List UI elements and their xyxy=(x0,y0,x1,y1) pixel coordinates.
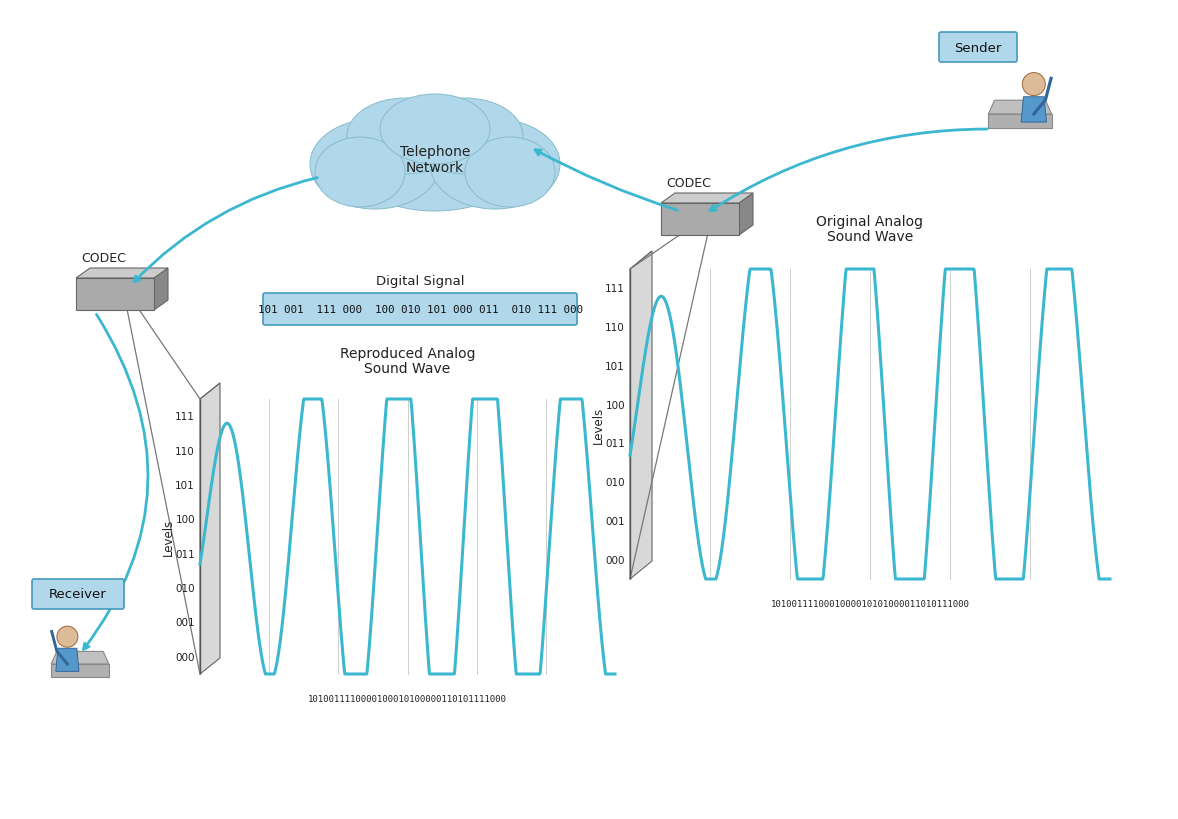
Text: Levels: Levels xyxy=(161,518,174,555)
Text: 010: 010 xyxy=(605,477,626,487)
Ellipse shape xyxy=(408,99,523,174)
Text: 111: 111 xyxy=(176,412,196,422)
Text: 011: 011 xyxy=(605,439,626,449)
Text: 110: 110 xyxy=(176,446,196,456)
Ellipse shape xyxy=(465,138,555,208)
Ellipse shape xyxy=(345,108,525,212)
Text: 1010011110000100010100000110101111000: 1010011110000100010100000110101111000 xyxy=(309,695,507,704)
Polygon shape xyxy=(154,269,168,310)
Text: 001: 001 xyxy=(176,618,196,627)
Circle shape xyxy=(1023,74,1045,97)
Text: Telephone
Network: Telephone Network xyxy=(399,145,470,175)
Text: CODEC: CODEC xyxy=(81,251,126,265)
Text: 101: 101 xyxy=(605,361,626,372)
Text: 100: 100 xyxy=(605,400,626,410)
Text: Sound Wave: Sound Wave xyxy=(827,229,913,244)
Ellipse shape xyxy=(310,120,441,210)
Text: 101: 101 xyxy=(176,481,196,491)
Polygon shape xyxy=(200,383,220,674)
FancyBboxPatch shape xyxy=(32,579,124,609)
Text: 110: 110 xyxy=(605,323,626,333)
Ellipse shape xyxy=(348,99,463,174)
Text: Receiver: Receiver xyxy=(49,588,107,601)
Text: 010: 010 xyxy=(176,583,196,593)
Text: 100: 100 xyxy=(176,514,196,525)
Text: 001: 001 xyxy=(605,516,626,527)
Text: 000: 000 xyxy=(605,555,626,565)
Polygon shape xyxy=(77,269,168,278)
Polygon shape xyxy=(988,101,1052,115)
Polygon shape xyxy=(630,251,651,579)
Text: Sender: Sender xyxy=(954,42,1001,54)
Polygon shape xyxy=(661,204,739,236)
Text: 111: 111 xyxy=(605,284,626,294)
Polygon shape xyxy=(200,383,220,400)
Polygon shape xyxy=(630,251,651,269)
Text: Reproduced Analog: Reproduced Analog xyxy=(339,346,475,360)
Text: Sound Wave: Sound Wave xyxy=(364,361,451,376)
Text: 000: 000 xyxy=(176,652,196,662)
Polygon shape xyxy=(1021,97,1046,123)
Ellipse shape xyxy=(315,138,405,208)
Polygon shape xyxy=(988,115,1052,129)
Text: Original Analog: Original Analog xyxy=(816,215,924,229)
Text: CODEC: CODEC xyxy=(666,177,710,190)
Circle shape xyxy=(57,627,78,647)
Text: 011: 011 xyxy=(176,549,196,559)
Polygon shape xyxy=(51,664,108,676)
FancyBboxPatch shape xyxy=(263,294,577,326)
Ellipse shape xyxy=(380,95,490,165)
Polygon shape xyxy=(51,652,108,664)
Text: 101 001  111 000  100 010 101 000 011  010 111 000: 101 001 111 000 100 010 101 000 011 010 … xyxy=(258,305,582,314)
Text: Digital Signal: Digital Signal xyxy=(376,274,464,287)
Text: 1010011110001000010101000011010111000: 1010011110001000010101000011010111000 xyxy=(770,600,969,609)
Polygon shape xyxy=(739,194,753,236)
Polygon shape xyxy=(77,278,154,310)
Polygon shape xyxy=(55,649,79,672)
Ellipse shape xyxy=(430,120,560,210)
Text: Levels: Levels xyxy=(591,406,604,443)
FancyBboxPatch shape xyxy=(939,33,1017,63)
Polygon shape xyxy=(661,194,753,204)
